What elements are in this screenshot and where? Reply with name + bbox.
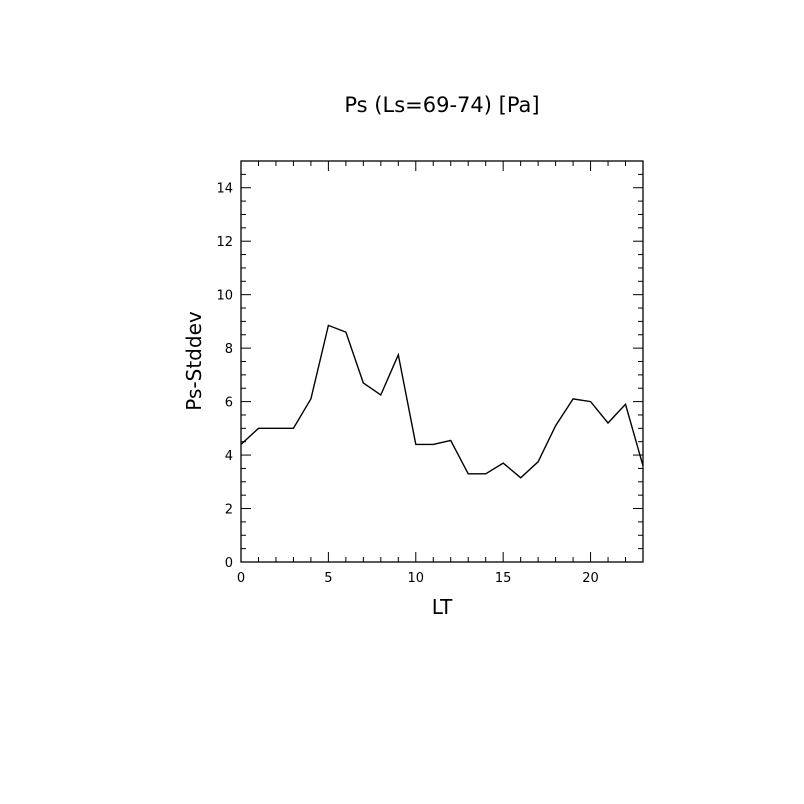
y-tick-label: 12 — [216, 235, 233, 250]
y-axis-label: Ps-Stddev — [182, 311, 206, 411]
y-tick-label: 8 — [225, 342, 233, 357]
y-tick-label: 0 — [225, 556, 233, 571]
y-tick-label: 4 — [225, 449, 233, 464]
y-tick-label: 2 — [225, 503, 233, 518]
x-axis-label: LT — [432, 595, 453, 619]
x-tick-label: 10 — [408, 571, 425, 586]
tick-labels: 0 5 10 15 20 0 2 4 6 8 10 12 14 — [216, 182, 598, 586]
x-tick-label: 15 — [495, 571, 512, 586]
series-line — [240, 324, 644, 479]
plot-frame — [240, 160, 644, 563]
x-tick-label: 0 — [237, 571, 245, 586]
axis-ticks — [240, 160, 644, 563]
x-tick-label: 20 — [582, 571, 599, 586]
y-tick-label: 6 — [225, 396, 233, 411]
chart-title: Ps (Ls=69-74) [Pa] — [344, 93, 539, 117]
y-tick-label: 14 — [216, 182, 233, 197]
x-tick-label: 5 — [324, 571, 332, 586]
y-tick-label: 10 — [216, 289, 233, 304]
